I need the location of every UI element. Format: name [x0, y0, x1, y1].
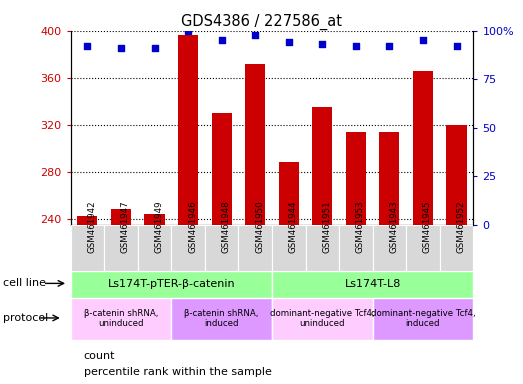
Text: GSM461950: GSM461950 — [255, 200, 264, 253]
Text: GSM461951: GSM461951 — [322, 200, 331, 253]
Point — [117, 45, 125, 51]
Point — [385, 43, 394, 49]
Point — [318, 41, 326, 47]
FancyBboxPatch shape — [339, 225, 372, 271]
Text: GSM461953: GSM461953 — [356, 200, 365, 253]
Text: GSM461944: GSM461944 — [289, 200, 298, 253]
FancyBboxPatch shape — [272, 271, 473, 298]
Point — [452, 43, 461, 49]
Point — [184, 28, 192, 34]
Bar — [211, 113, 232, 225]
Point — [419, 37, 427, 43]
Text: GSM461946: GSM461946 — [188, 200, 197, 253]
Text: protocol: protocol — [3, 313, 48, 323]
Text: GSM461948: GSM461948 — [222, 200, 231, 253]
FancyBboxPatch shape — [406, 225, 440, 271]
Text: dominant-negative Tcf4,
induced: dominant-negative Tcf4, induced — [371, 309, 475, 328]
Bar — [413, 71, 433, 225]
Text: percentile rank within the sample: percentile rank within the sample — [84, 367, 271, 377]
Point — [285, 39, 293, 45]
Bar — [144, 214, 165, 225]
Bar — [245, 64, 265, 225]
Point — [83, 43, 92, 49]
Text: cell line: cell line — [3, 278, 46, 288]
FancyBboxPatch shape — [238, 225, 272, 271]
FancyBboxPatch shape — [205, 225, 238, 271]
FancyBboxPatch shape — [71, 298, 171, 340]
Text: GSM461942: GSM461942 — [87, 200, 96, 253]
Text: β-catenin shRNA,
induced: β-catenin shRNA, induced — [185, 309, 259, 328]
Point — [218, 37, 226, 43]
FancyBboxPatch shape — [104, 225, 138, 271]
FancyBboxPatch shape — [372, 298, 473, 340]
Point — [150, 45, 158, 51]
FancyBboxPatch shape — [272, 298, 372, 340]
Text: β-catenin shRNA,
uninduced: β-catenin shRNA, uninduced — [84, 309, 158, 328]
FancyBboxPatch shape — [138, 225, 172, 271]
Text: GDS4386 / 227586_at: GDS4386 / 227586_at — [181, 13, 342, 30]
FancyBboxPatch shape — [272, 225, 305, 271]
Bar — [279, 162, 299, 225]
Text: GSM461949: GSM461949 — [154, 201, 164, 253]
Bar — [77, 217, 97, 225]
FancyBboxPatch shape — [440, 225, 473, 271]
FancyBboxPatch shape — [171, 298, 272, 340]
FancyBboxPatch shape — [71, 225, 104, 271]
Point — [251, 31, 259, 38]
Text: Ls174T-L8: Ls174T-L8 — [345, 279, 401, 289]
Point — [351, 43, 360, 49]
FancyBboxPatch shape — [172, 225, 205, 271]
Bar — [111, 209, 131, 225]
Bar — [312, 107, 332, 225]
FancyBboxPatch shape — [305, 225, 339, 271]
Text: dominant-negative Tcf4,
uninduced: dominant-negative Tcf4, uninduced — [270, 309, 374, 328]
Text: GSM461952: GSM461952 — [457, 200, 465, 253]
Text: Ls174T-pTER-β-catenin: Ls174T-pTER-β-catenin — [107, 279, 235, 289]
FancyBboxPatch shape — [71, 271, 272, 298]
Bar — [447, 125, 467, 225]
Bar — [379, 132, 400, 225]
Bar — [346, 132, 366, 225]
Text: GSM461947: GSM461947 — [121, 200, 130, 253]
Text: GSM461945: GSM461945 — [423, 200, 432, 253]
Text: count: count — [84, 351, 115, 361]
Bar — [178, 35, 198, 225]
Text: GSM461943: GSM461943 — [390, 200, 399, 253]
FancyBboxPatch shape — [372, 225, 406, 271]
